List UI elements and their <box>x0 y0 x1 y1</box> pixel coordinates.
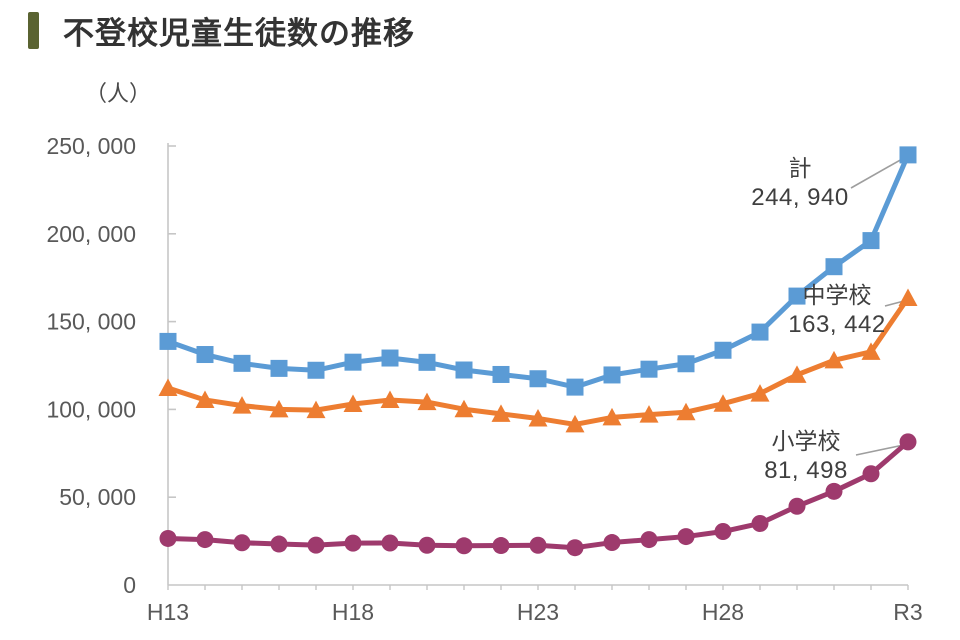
page-title: 不登校児童生徒数の推移 <box>63 16 415 51</box>
y-tick-label: 250, 000 <box>46 133 136 159</box>
chart-header: 不登校児童生徒数の推移 <box>28 8 415 53</box>
marker-square <box>640 360 658 378</box>
marker-square <box>603 366 621 384</box>
series-小学校 <box>159 433 917 557</box>
marker-triangle <box>787 365 807 383</box>
marker-triangle <box>232 396 252 414</box>
marker-triangle <box>750 384 770 402</box>
x-tick-label: H13 <box>147 599 189 625</box>
x-tick-label: H23 <box>517 599 559 625</box>
marker-triangle <box>343 394 363 413</box>
annotation-total-label: 計 <box>788 155 812 181</box>
marker-circle <box>899 433 917 451</box>
marker-circle <box>381 534 399 552</box>
marker-square <box>270 359 288 377</box>
marker-square <box>381 349 399 367</box>
marker-square <box>196 346 214 364</box>
y-tick-label: 150, 000 <box>46 309 136 335</box>
y-axis-unit-label: （人） <box>85 81 151 106</box>
marker-circle <box>233 534 251 552</box>
marker-triangle <box>639 405 659 423</box>
marker-circle <box>344 534 362 552</box>
marker-triangle <box>491 404 511 422</box>
annotation-elementary-value: 81, 498 <box>764 457 848 484</box>
marker-triangle <box>898 288 918 306</box>
marker-triangle <box>676 402 696 421</box>
marker-circle <box>159 529 177 547</box>
marker-square <box>159 332 177 350</box>
marker-square <box>714 341 732 359</box>
marker-circle <box>307 536 325 554</box>
y-tick-label: 200, 000 <box>46 221 136 247</box>
annotation-total-value: 244, 940 <box>751 184 849 211</box>
marker-circle <box>455 537 473 555</box>
annotation-elementary: 小学校 81, 498 <box>764 426 848 486</box>
marker-triangle <box>158 378 178 396</box>
marker-triangle <box>269 399 289 418</box>
marker-circle <box>825 482 843 500</box>
annotation-leader-line <box>855 444 905 456</box>
marker-circle <box>196 531 214 549</box>
marker-circle <box>418 536 436 554</box>
marker-square <box>677 355 695 373</box>
marker-square <box>307 361 325 379</box>
annotation-leader-line <box>850 157 905 189</box>
marker-triangle <box>195 390 215 408</box>
y-tick-label: 0 <box>123 572 136 598</box>
annotation-junior-high: 中学校 163, 442 <box>788 280 885 340</box>
marker-circle <box>751 514 769 532</box>
annotation-junior-high-value: 163, 442 <box>788 311 886 338</box>
marker-square <box>825 258 843 276</box>
marker-triangle <box>528 408 548 427</box>
marker-circle <box>492 537 510 555</box>
marker-square <box>233 354 251 372</box>
x-tick-label: R3 <box>893 599 922 625</box>
series-中学校 <box>158 288 918 433</box>
marker-triangle <box>861 342 881 360</box>
marker-triangle <box>454 399 474 418</box>
marker-square <box>751 323 769 341</box>
marker-circle <box>270 535 288 553</box>
marker-square <box>788 287 806 305</box>
x-tick-label: H28 <box>702 599 744 625</box>
marker-circle <box>714 523 732 541</box>
marker-circle <box>788 497 806 515</box>
marker-square <box>418 353 436 371</box>
series-計 <box>159 146 917 396</box>
annotation-junior-high-label: 中学校 <box>802 282 872 308</box>
marker-triangle <box>713 394 733 412</box>
marker-square <box>344 353 362 371</box>
x-tick-label: H18 <box>332 599 374 625</box>
marker-square <box>862 232 880 250</box>
title-accent-bar-icon <box>28 12 39 49</box>
marker-circle <box>603 534 621 552</box>
marker-square <box>455 361 473 379</box>
marker-square <box>529 370 547 388</box>
marker-triangle <box>306 400 326 419</box>
marker-circle <box>566 539 584 557</box>
marker-triangle <box>565 414 585 433</box>
marker-circle <box>677 528 695 546</box>
y-tick-label: 100, 000 <box>46 396 136 422</box>
marker-circle <box>640 531 658 549</box>
marker-triangle <box>380 390 400 409</box>
marker-square <box>492 365 510 383</box>
y-tick-label: 50, 000 <box>59 484 136 510</box>
marker-triangle <box>417 392 437 411</box>
marker-circle <box>529 536 547 554</box>
annotation-elementary-label: 小学校 <box>771 428 841 454</box>
axes: 0 50, 000 100, 000 150, 000 200, 000 250, 000… <box>46 133 922 625</box>
annotation-total: 計 244, 940 <box>751 153 848 213</box>
marker-square <box>566 378 584 396</box>
marker-square <box>899 146 917 164</box>
marker-triangle <box>824 350 844 369</box>
marker-circle <box>862 465 880 483</box>
marker-triangle <box>602 407 622 426</box>
